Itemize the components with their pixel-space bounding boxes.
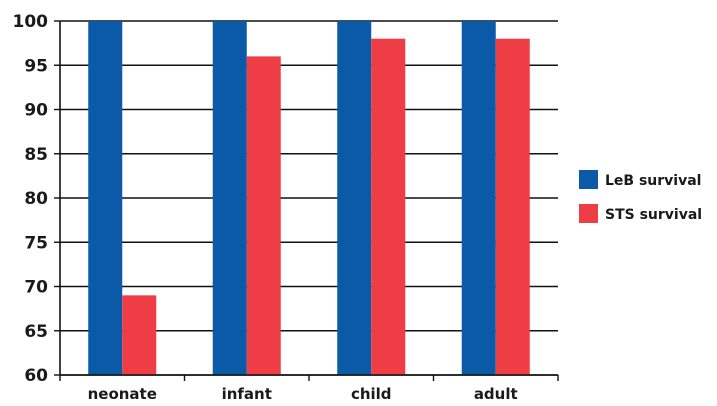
y-tick-label: 90 [24,101,48,121]
legend-label: LeB survival [605,173,701,189]
x-tick-labels: neonate infant child adult [88,385,518,403]
y-tick-label: 85 [24,145,48,165]
bars [88,21,530,376]
y-tick-labels: 60 65 70 75 80 85 90 95 100 [13,12,49,386]
y-tick-label: 95 [24,56,48,76]
x-tick-label: infant [222,385,272,402]
bar-sts-survival-infant [246,56,281,376]
y-tick-label: 60 [24,366,48,386]
bar-sts-survival-neonate [122,295,157,375]
y-tick-label: 70 [24,278,48,298]
x-tick-label: adult [474,385,518,402]
bar-sts-survival-adult [495,38,530,375]
y-tick-label: 100 [13,12,49,32]
bar-leb-survival-infant [212,21,247,375]
y-tick-label: 75 [24,233,48,253]
bar-leb-survival-adult [461,21,496,375]
legend: LeB survival STS survival [579,170,702,223]
bar-leb-survival-neonate [88,21,123,375]
bar-leb-survival-child [337,21,372,375]
bar-sts-survival-child [371,38,406,375]
legend-label: STS survival [605,207,702,223]
x-tick-label: neonate [88,385,157,402]
legend-swatch [579,170,598,189]
axes [54,20,559,381]
y-tick-label: 80 [24,189,48,209]
x-tick-label: child [351,385,392,402]
legend-swatch [579,204,598,223]
y-tick-label: 65 [24,322,48,342]
